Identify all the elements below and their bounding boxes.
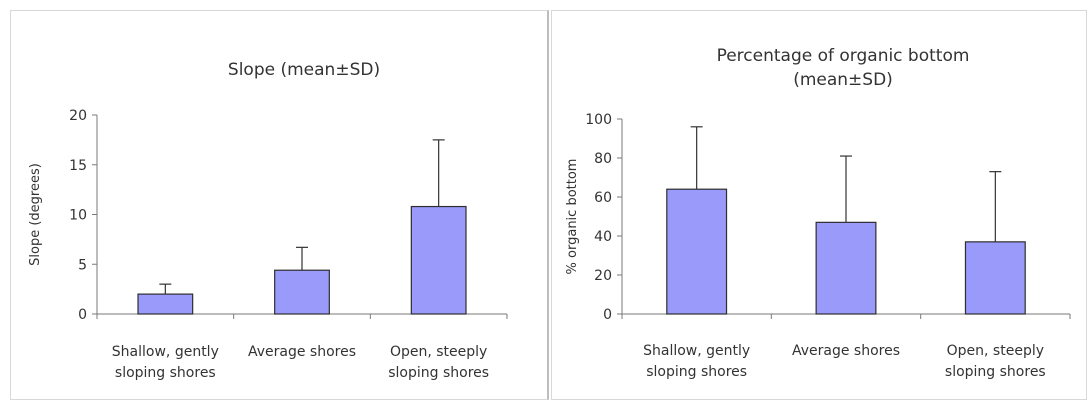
x-category-label: Open, steeply — [390, 344, 487, 360]
chart-title-line-1: (mean±SD) — [793, 70, 893, 90]
x-category-label: Open, steeply — [947, 343, 1044, 359]
organic-bottom-chart: Percentage of organic bottom (mean±SD) % o… — [551, 10, 1087, 400]
bar — [666, 188, 728, 315]
chart-title-line-0: Percentage of organic bottom — [717, 46, 970, 66]
y-tick-label: 100 — [585, 112, 612, 128]
organic-bottom-chart-svg: Percentage of organic bottom (mean±SD) % o… — [565, 46, 1071, 380]
y-axis-label: Slope (degrees) — [28, 163, 43, 266]
slope-chart-svg: Slope (mean±SD) Slope (degrees) 0 5 10 15 20 Sh… — [28, 60, 508, 381]
x-category-label: sloping shores — [388, 365, 489, 381]
x-category-label: Shallow, gently — [112, 344, 219, 360]
y-tick-label: 0 — [78, 307, 87, 323]
x-category-label: sloping shores — [115, 365, 216, 381]
x-category-label: sloping shores — [646, 364, 747, 380]
y-tick-label: 40 — [594, 229, 612, 245]
y-tick-label: 20 — [594, 268, 612, 284]
bar — [815, 221, 877, 315]
y-tick-label: 20 — [69, 108, 87, 124]
y-tick-label: 0 — [603, 307, 612, 323]
y-tick-label: 10 — [69, 208, 87, 224]
x-category-label: Average shores — [248, 344, 356, 360]
y-tick-label: 15 — [69, 158, 87, 174]
x-category-label: Shallow, gently — [643, 343, 750, 359]
x-category-label: Average shores — [792, 343, 900, 359]
bar — [410, 205, 467, 315]
y-tick-label: 80 — [594, 151, 612, 167]
chart-title-line-0: Slope (mean±SD) — [228, 60, 380, 80]
x-category-label: sloping shores — [945, 364, 1046, 380]
bar — [964, 241, 1026, 315]
bar — [274, 269, 330, 315]
bar — [137, 293, 194, 315]
y-tick-label: 60 — [594, 190, 612, 206]
y-axis-label: % organic bottom — [565, 159, 580, 275]
y-tick-label: 5 — [78, 257, 87, 273]
slope-chart: Slope (mean±SD) Slope (degrees) 0 5 10 15 20 Sh… — [10, 10, 549, 400]
